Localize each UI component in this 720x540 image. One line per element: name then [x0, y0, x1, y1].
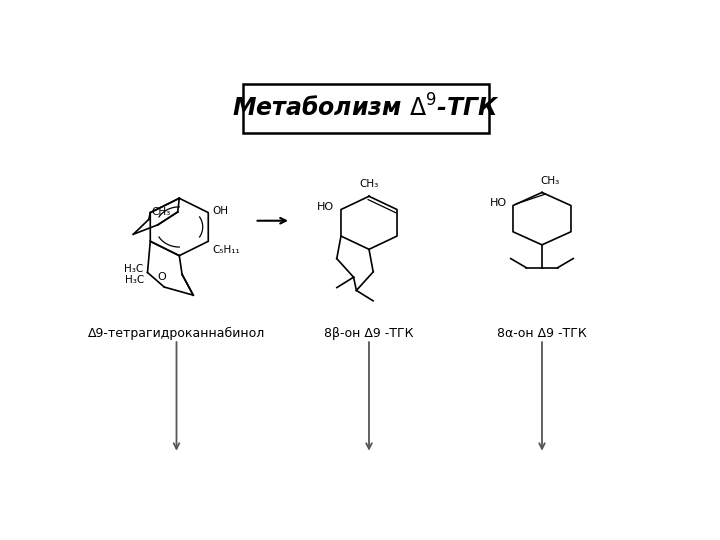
Text: CH₃: CH₃: [541, 176, 560, 186]
Text: ΗΟ: ΗΟ: [490, 199, 508, 208]
Text: 8α-он Δ9 -ТГК: 8α-он Δ9 -ТГК: [497, 327, 587, 340]
Text: Δ9-тетрагидроканнабинол: Δ9-тетрагидроканнабинол: [88, 327, 265, 340]
Text: CH₃: CH₃: [359, 179, 379, 189]
Text: 8β-он Δ9 -ТГК: 8β-он Δ9 -ТГК: [324, 327, 414, 340]
Text: CH₃: CH₃: [151, 207, 170, 218]
Text: H₃C: H₃C: [125, 275, 144, 285]
FancyBboxPatch shape: [243, 84, 489, 133]
Text: O: O: [157, 272, 166, 282]
Text: OH: OH: [212, 206, 229, 215]
Text: C₅H₁₁: C₅H₁₁: [212, 246, 240, 255]
Text: Метаболизм $\Delta^9$-ТГК: Метаболизм $\Delta^9$-ТГК: [233, 95, 500, 122]
Text: H₃C: H₃C: [124, 264, 143, 274]
Text: ΗΟ: ΗΟ: [317, 202, 334, 212]
